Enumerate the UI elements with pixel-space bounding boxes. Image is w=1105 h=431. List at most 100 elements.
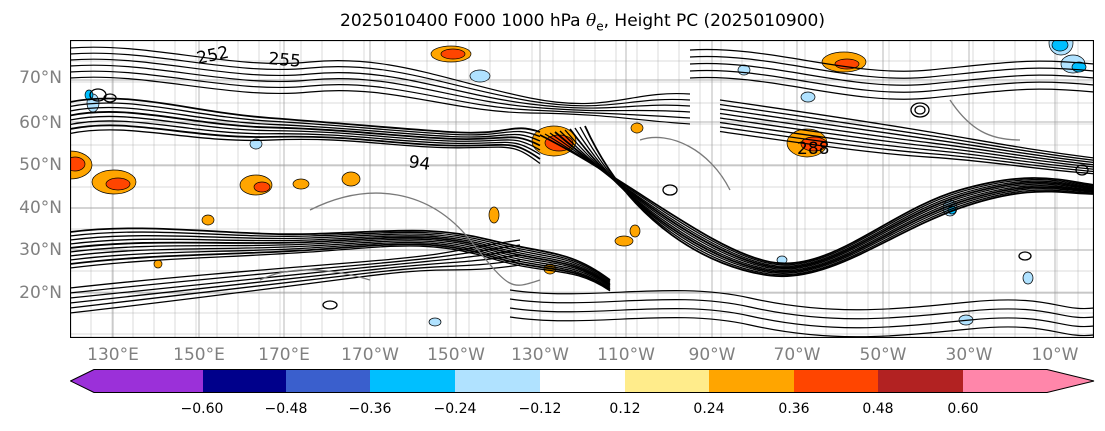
colorbar-tick-label: −0.48 [264,401,308,417]
colorbar-extend-high [1047,369,1094,393]
contour-line [70,111,541,147]
contour-line [70,115,541,151]
lat-label-50n: 50°N [19,155,62,175]
contour-line [70,233,611,283]
height-contours [70,46,1094,338]
anomaly-region [629,224,641,238]
colorbar-tick-label: −0.36 [348,401,392,417]
contour-line [509,289,1094,311]
contour-line [70,52,691,107]
contour-line [544,133,1094,266]
lat-label-60n: 60°N [19,113,62,133]
contour-line [559,130,1094,270]
contour-line [70,64,691,113]
contour-line [554,131,1094,269]
anomaly-region [249,138,263,150]
contour-line [689,76,1094,100]
lon-label-170e: 170°E [258,345,310,365]
colorbar-segment [94,369,203,393]
anomaly-region [1022,271,1034,285]
anomaly-region [201,214,215,226]
title-theta-symbol: θ [585,11,597,31]
contour-line [70,244,521,294]
contour-line [689,48,1094,72]
contour-line [70,76,691,125]
colorbar-segment [625,369,709,393]
contour-line [70,241,611,289]
colorbar-segment [709,369,794,393]
anomaly-region [630,122,644,134]
colorbar [70,369,1095,393]
colorbar-tick-label: −0.24 [433,401,477,417]
map-frame [70,40,1094,338]
anomaly-region [341,171,361,187]
title-subscript: e [596,19,604,34]
lon-label-150w: 150°W [427,345,485,365]
contour-line [689,69,1094,93]
colorbar-extend-low [70,369,94,393]
colorbar-tick-label: 0.36 [778,401,810,417]
contour-line [70,239,521,289]
contour-line [719,126,1094,173]
contour-line [539,134,1094,265]
colorbar-tick-label: 0.24 [693,401,725,417]
contour-line [584,125,1094,278]
contour-line [569,128,1094,273]
lon-label-10w: 10°W [1031,345,1079,365]
contour-line [70,235,611,285]
contour-line [70,129,541,165]
colorbar-segment [370,369,455,393]
lat-label-20n: 20°N [19,283,62,303]
contour-line [70,238,611,287]
contour-line [70,227,611,281]
anomaly-region [292,178,310,190]
contour-line [70,243,611,291]
colorbar-tick-label: −0.60 [180,401,224,417]
contour-line [719,117,1094,168]
title-prefix: 2025010400 F000 1000 hPa [340,11,586,31]
contour-line [70,106,541,142]
colorbar-tick-label: 0.12 [609,401,641,417]
lon-label-90w: 90°W [688,345,736,365]
lon-label-110w: 110°W [597,345,655,365]
closed-contour [662,184,678,196]
closed-contour [910,102,930,118]
contour-line [70,58,691,109]
contour-line [70,259,521,309]
contour-line [70,46,691,105]
lat-label-70n: 70°N [19,68,62,88]
anomaly-region [153,259,163,269]
lon-label-30w: 30°W [945,345,993,365]
contour-line [719,112,1094,166]
contour-line [549,132,1094,267]
contour-line [564,129,1094,272]
colorbar-segment [203,369,286,393]
contour-line [719,99,1094,159]
lon-label-70w: 70°W [773,345,821,365]
colorbar-segment [963,369,1047,393]
colorbar-segment [878,369,963,393]
lon-label-170w: 170°W [341,345,399,365]
lon-label-130w: 130°W [511,345,569,365]
grey-contour [309,192,541,286]
contour-line [719,103,1094,161]
contour-line [70,264,521,314]
anomaly-region [1051,40,1069,52]
contour-line [719,108,1094,164]
colorbar-tick-label: 0.60 [947,401,979,417]
contour-line [70,97,541,134]
lon-label-150e: 150°E [173,345,225,365]
colorbar-segment [455,369,540,393]
contour-line [70,120,541,156]
contour-value-label: 288 [797,139,829,159]
contour-line [689,55,1094,79]
contour-line [70,236,611,286]
anomaly-shading [70,40,1087,327]
contour-line [719,130,1094,175]
closed-contour [1018,251,1032,261]
grey-contour [639,136,731,191]
colorbar-segment [794,369,878,393]
anomaly-region [105,177,131,191]
anomaly-region [428,317,442,327]
